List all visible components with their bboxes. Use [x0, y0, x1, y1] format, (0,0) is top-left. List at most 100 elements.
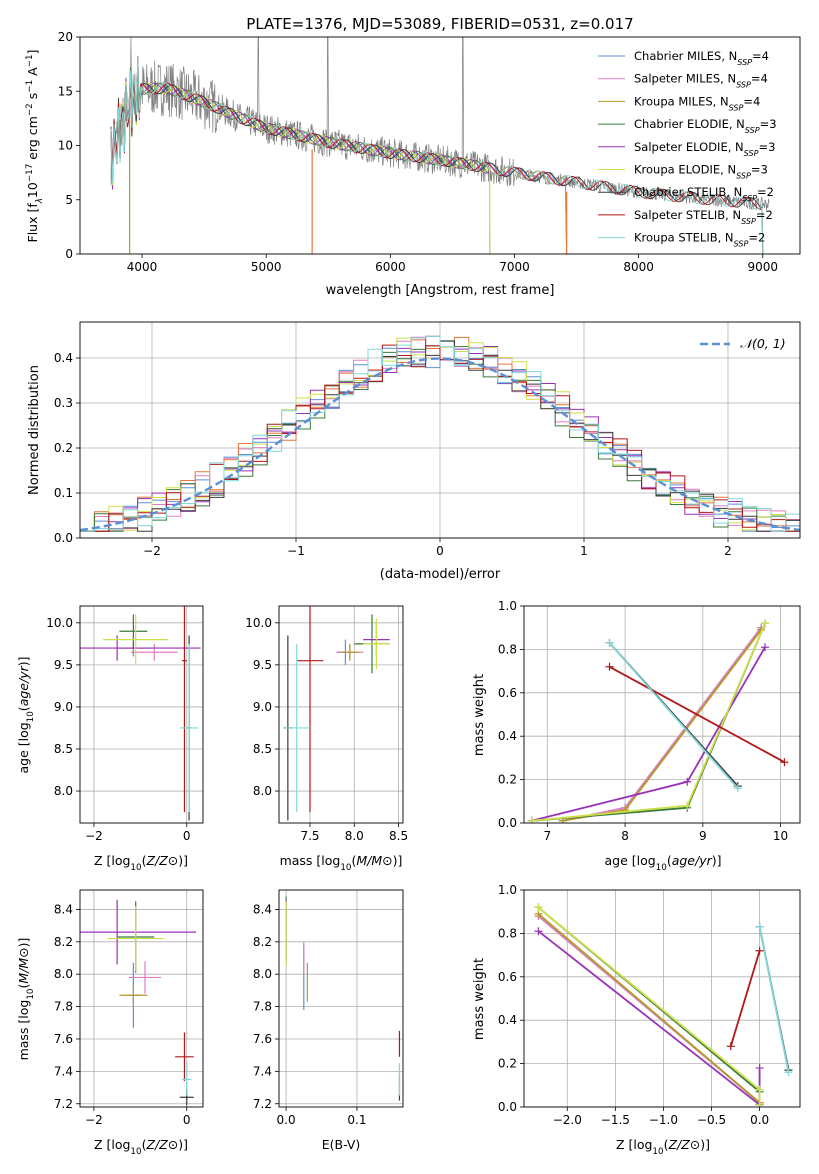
spectrum-model-line — [110, 60, 764, 254]
mass-weight-marker — [780, 758, 789, 767]
residuals-ytick-label: 0.0 — [54, 531, 73, 545]
mass_vs_Z-frame — [79, 889, 204, 1108]
spectrum-ytick-label: 5 — [65, 193, 73, 207]
spectrum-xtick-label: 8000 — [623, 260, 654, 274]
legend-label: Salpeter MILES, NSSP=4 — [634, 72, 768, 90]
gaussian-curve — [80, 357, 800, 532]
massweight_vs_Z-ytick-label: 0.0 — [498, 1100, 517, 1114]
massweight_vs_Z-ytick-label: 0.4 — [498, 1013, 517, 1027]
legend-label: Chabrier MILES, NSSP=4 — [634, 49, 769, 67]
mass-weight-line — [562, 627, 762, 822]
spectrum-xtick-label: 6000 — [375, 260, 406, 274]
massweight_vs_Z-xtick-label: −2.0 — [553, 1113, 582, 1127]
spectrum-ylabel: Flux [fλ10−17 erg cm−2 s−1 A−1] — [25, 50, 45, 243]
mass_vs_EBV-axes: 0.0 0.1 7.2 7.4 7.6 7.8 8.0 8.2 8.4 E(B-V) — [253, 889, 404, 1152]
massweight_vs_Z-xtick-label: 0.0 — [750, 1113, 769, 1127]
massweight_vs_Z-plot-area — [534, 903, 793, 1107]
age_vs_mass-frame — [278, 605, 404, 824]
mass-weight-marker — [534, 903, 543, 912]
massweight_vs_age-xtick-label: 10 — [773, 829, 788, 843]
mass-weight-marker — [605, 662, 614, 671]
age_vs_mass-ytick-label: 9.0 — [253, 700, 272, 714]
age_vs_Z-xlabel: Z [log10(Z/Z⊙)] — [94, 853, 188, 873]
residuals-plot-area — [80, 335, 800, 532]
mass-weight-marker — [605, 638, 614, 647]
massweight_vs_Z-xtick-label: −0.5 — [697, 1113, 726, 1127]
residuals-xlabel: (data-model)/error — [380, 567, 501, 582]
massweight_vs_Z-ytick-label: 0.8 — [498, 926, 517, 940]
residuals-ytick-label: 0.4 — [54, 351, 73, 365]
legend-label: Salpeter ELODIE, NSSP=3 — [634, 140, 775, 158]
massweight_vs_age-ytick-label: 0.0 — [498, 816, 517, 830]
age_vs_mass-xlabel: mass [log10(M/M⊙)] — [280, 853, 403, 873]
residuals-xtick-label: 1 — [580, 544, 588, 558]
age_vs_mass-ytick-label: 8.0 — [253, 784, 272, 798]
mass-weight-marker — [761, 643, 770, 652]
spectrum-model-line — [110, 62, 491, 254]
mass-weight-line — [537, 930, 761, 1107]
massweight_vs_Z-xtick-label: −1.0 — [649, 1113, 678, 1127]
age_vs_mass-ytick-label: 10.0 — [245, 616, 272, 630]
age_vs_mass-xtick-label: 8.0 — [345, 829, 364, 843]
massweight_vs_Z-ytick-label: 1.0 — [498, 883, 517, 897]
age_vs_Z-xtick-label: −2 — [85, 829, 103, 843]
legend-label: Kroupa ELODIE, NSSP=3 — [634, 163, 768, 181]
age_vs_mass-xtick-label: 7.5 — [300, 829, 319, 843]
massweight_vs_Z-frame — [523, 889, 801, 1108]
massweight_vs_age-axes: 7 8 9 10 0.0 0.2 0.4 0.6 0.8 1.0 age [log10(age/yr… — [472, 599, 801, 873]
mass_vs_Z-xtick-label: 0 — [183, 1113, 191, 1127]
massweight_vs_Z-ytick-label: 0.6 — [498, 970, 517, 984]
mass-weight-line — [537, 913, 761, 1105]
age_vs_Z-ylabel: age [log10(age/yr)] — [16, 656, 36, 773]
residuals-xtick-label: 2 — [724, 544, 732, 558]
mass-weight-line — [608, 642, 739, 789]
age_vs_Z-plot-area — [80, 606, 201, 821]
mass_vs_Z-xtick-label: −2 — [85, 1113, 103, 1127]
residuals-ylabel: Normed distribution — [27, 365, 42, 495]
mass_vs_EBV-frame — [278, 889, 404, 1108]
mass_vs_Z-axes: −2 0 7.2 7.4 7.6 7.8 8.0 8.2 8.4 Z [log10(Z/Z⊙)] m… — [16, 889, 204, 1157]
residual-histogram-step — [80, 335, 800, 532]
age_vs_Z-ytick-label: 8.0 — [54, 784, 73, 798]
spectrum-plot-area — [110, 37, 770, 254]
residuals-xtick-label: 0 — [436, 544, 444, 558]
figure-title: PLATE=1376, MJD=53089, FIBERID=0531, z=0… — [246, 15, 633, 33]
mass_vs_EBV-ytick-label: 7.8 — [253, 1000, 272, 1014]
mass_vs_EBV-xtick-label: 0.1 — [347, 1113, 366, 1127]
age_vs_mass-xtick-label: 8.5 — [389, 829, 408, 843]
mass-weight-line — [758, 926, 790, 1073]
spectrum-model-line — [110, 55, 568, 254]
mass-weight-marker — [755, 1063, 764, 1072]
gaussian-legend-label: 𝒩(0, 1) — [740, 336, 786, 351]
residuals-ytick-label: 0.3 — [54, 396, 73, 410]
mass_vs_EBV-xtick-label: 0.0 — [277, 1113, 296, 1127]
mass-weight-marker — [726, 1042, 735, 1051]
massweight_vs_Z-ytick-label: 0.2 — [498, 1057, 517, 1071]
spectrum-model-line — [110, 66, 491, 254]
ebv-xlabel: E(B-V) — [322, 1137, 361, 1152]
mass_vs_EBV-ytick-label: 7.6 — [253, 1032, 272, 1046]
age_vs_Z-ytick-label: 9.5 — [54, 658, 73, 672]
spectrum-model-line — [110, 56, 764, 254]
mass_vs_EBV-ytick-label: 8.4 — [253, 902, 272, 916]
age_vs_Z-axes: −2 0 8.0 8.5 9.0 9.5 10.0 Z [log10(Z/Z⊙)] age [l… — [16, 605, 204, 873]
legend-label: Chabrier STELIB, NSSP=2 — [634, 185, 774, 203]
massweight_vs_age-xtick-label: 9 — [699, 829, 707, 843]
spectrum-model-line — [110, 57, 568, 254]
mass-weight-marker — [534, 927, 543, 936]
massweight-age-ylabel: mass weight — [472, 674, 487, 756]
massweight_vs_Z-xlabel: Z [log10(Z/Z⊙)] — [616, 1137, 710, 1157]
mass-weight-marker — [755, 946, 764, 955]
legend-label: Kroupa STELIB, NSSP=2 — [634, 231, 765, 249]
residuals-ytick-label: 0.2 — [54, 441, 73, 455]
mass-weight-marker — [784, 1068, 793, 1077]
mass_vs_Z-ytick-label: 8.2 — [54, 935, 73, 949]
mass_vs_EBV-ytick-label: 7.4 — [253, 1064, 272, 1078]
residuals-axes: −2 −1 0 1 2 0.0 0.1 0.2 0.3 0.4 𝒩(0, 1) (data-model… — [27, 321, 801, 582]
spectrum-ytick-label: 20 — [58, 30, 73, 44]
age_vs_mass-ytick-label: 9.5 — [253, 658, 272, 672]
massweight_vs_age-xtick-label: 8 — [621, 829, 629, 843]
age_vs_mass-axes: 7.5 8.0 8.5 8.0 8.5 9.0 9.5 10.0 mass [log10(M/M… — [245, 605, 408, 873]
residuals-xtick-label: −2 — [143, 544, 161, 558]
